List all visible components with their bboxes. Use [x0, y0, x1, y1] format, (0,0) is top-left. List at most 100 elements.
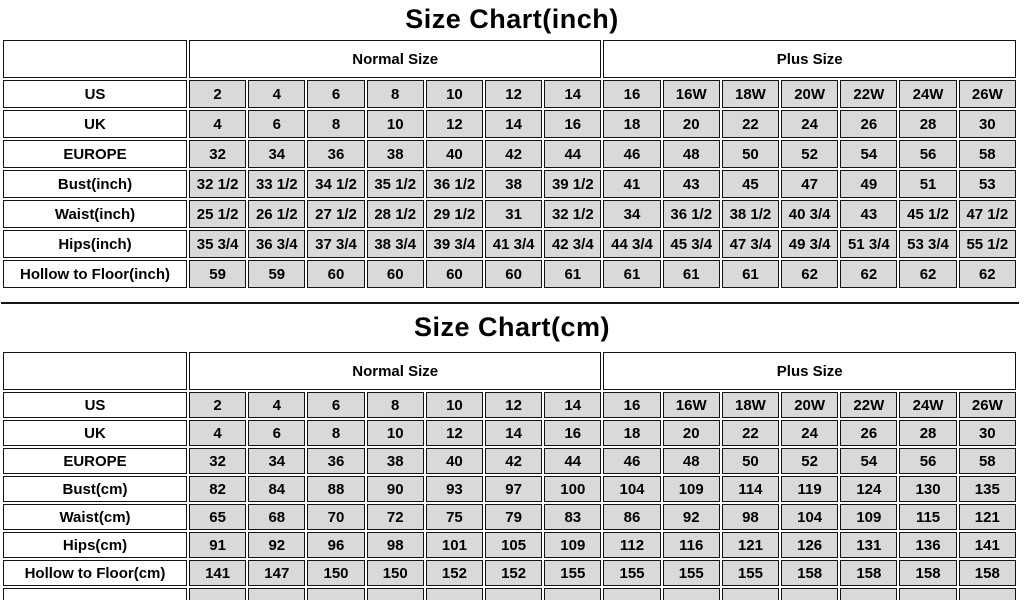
- size-value-cell: 48: [662, 140, 720, 168]
- group-header-normal-size: Normal Size: [189, 40, 602, 78]
- size-value-cell: 38: [366, 448, 424, 474]
- partial-cell: [840, 588, 898, 600]
- size-table-cm: Normal Size Plus Size US 2 4 6 8 10 12 14 16 16W 18W…: [1, 350, 1018, 600]
- row-label-cell: Hips(cm): [3, 532, 187, 558]
- size-value-cell: 8: [366, 80, 424, 108]
- size-value-cell: 20: [662, 110, 720, 138]
- size-value-cell: 6: [248, 420, 306, 446]
- size-value-cell: 135: [958, 476, 1016, 502]
- size-value-cell: 90: [366, 476, 424, 502]
- table-row: Hips(cm) 91 92 96 98 101 105 109 112 116 121 126 131…: [3, 532, 1016, 558]
- size-value-cell: 59: [248, 260, 306, 288]
- partial-cell: [662, 588, 720, 600]
- size-value-cell: 70: [307, 504, 365, 530]
- size-value-cell: 43: [840, 200, 898, 228]
- size-value-cell: 18: [603, 420, 661, 446]
- group-header-normal-size: Normal Size: [189, 352, 602, 390]
- size-value-cell: 53: [958, 170, 1016, 198]
- chart-title-inch: Size Chart(inch): [405, 4, 619, 34]
- size-value-cell: 28: [899, 110, 957, 138]
- size-value-cell: 16: [544, 110, 602, 138]
- size-value-cell: 109: [840, 504, 898, 530]
- size-value-cell: 16: [603, 80, 661, 108]
- size-value-cell: 54: [840, 140, 898, 168]
- partial-cell: [721, 588, 780, 600]
- row-label-cell: Waist(inch): [3, 200, 187, 228]
- size-value-cell: 27 1/2: [307, 200, 365, 228]
- row-label-cell: US: [3, 80, 187, 108]
- size-value-cell: 24: [781, 110, 839, 138]
- size-value-cell: 22W: [840, 80, 898, 108]
- size-value-cell: 8: [307, 420, 365, 446]
- table-row: US 2 4 6 8 10 12 14 16 16W 18W 20W 22W 24W 26W: [3, 392, 1016, 418]
- size-value-cell: 152: [425, 560, 484, 586]
- size-value-cell: 136: [899, 532, 957, 558]
- size-value-cell: 35 1/2: [366, 170, 424, 198]
- corner-cell: [3, 352, 187, 390]
- size-value-cell: 101: [425, 532, 484, 558]
- size-value-cell: 53 3/4: [899, 230, 957, 258]
- size-value-cell: 35 3/4: [189, 230, 247, 258]
- size-value-cell: 121: [721, 532, 780, 558]
- size-value-cell: 47: [781, 170, 839, 198]
- row-label-cell: Hips(inch): [3, 230, 187, 258]
- table-row: EUROPE 32 34 36 38 40 42 44 46 48 50 52 54 56 58: [3, 140, 1016, 168]
- cm-chart-section: Size Chart(cm) Normal Size Plus Size US 2 4 6…: [0, 304, 1024, 600]
- size-value-cell: 22: [721, 420, 780, 446]
- size-value-cell: 158: [958, 560, 1016, 586]
- size-value-cell: 92: [248, 532, 306, 558]
- size-value-cell: 48: [662, 448, 720, 474]
- size-value-cell: 36 1/2: [662, 200, 720, 228]
- size-value-cell: 130: [899, 476, 957, 502]
- size-value-cell: 58: [958, 140, 1016, 168]
- size-value-cell: 150: [307, 560, 365, 586]
- size-value-cell: 4: [248, 392, 306, 418]
- size-value-cell: 51: [899, 170, 957, 198]
- size-value-cell: 16W: [662, 392, 720, 418]
- size-value-cell: 86: [603, 504, 661, 530]
- size-value-cell: 2: [189, 392, 247, 418]
- size-value-cell: 104: [781, 504, 839, 530]
- partial-label-cell: [3, 588, 187, 600]
- size-value-cell: 55 1/2: [958, 230, 1016, 258]
- row-label-cell: Bust(cm): [3, 476, 187, 502]
- group-header-plus-size: Plus Size: [603, 40, 1016, 78]
- row-label-cell: Hollow to Floor(inch): [3, 260, 187, 288]
- size-value-cell: 42: [485, 448, 543, 474]
- size-value-cell: 36 3/4: [248, 230, 306, 258]
- size-value-cell: 60: [485, 260, 543, 288]
- size-value-cell: 98: [366, 532, 424, 558]
- size-value-cell: 32: [189, 448, 247, 474]
- table-row: Waist(inch) 25 1/2 26 1/2 27 1/2 28 1/2 29 1/…: [3, 200, 1016, 228]
- size-value-cell: 105: [485, 532, 543, 558]
- size-value-cell: 22: [721, 110, 780, 138]
- size-value-cell: 155: [544, 560, 602, 586]
- size-value-cell: 141: [958, 532, 1016, 558]
- size-value-cell: 52: [781, 140, 839, 168]
- size-value-cell: 18W: [721, 392, 780, 418]
- size-value-cell: 131: [840, 532, 898, 558]
- size-value-cell: 45 1/2: [899, 200, 957, 228]
- size-value-cell: 36 1/2: [425, 170, 484, 198]
- size-value-cell: 25 1/2: [189, 200, 247, 228]
- chart-title-cm: Size Chart(cm): [413, 312, 611, 342]
- size-value-cell: 32: [189, 140, 247, 168]
- size-value-cell: 61: [721, 260, 780, 288]
- size-table-inch: Normal Size Plus Size US 2 4 6 8 10 12 14 16 16W 18W…: [1, 38, 1018, 290]
- size-value-cell: 104: [603, 476, 661, 502]
- size-value-cell: 158: [899, 560, 957, 586]
- size-value-cell: 51 3/4: [840, 230, 898, 258]
- table-row: EUROPE 32 34 36 38 40 42 44 46 48 50 52 54 56 58: [3, 448, 1016, 474]
- size-value-cell: 46: [603, 140, 661, 168]
- size-value-cell: 54: [840, 448, 898, 474]
- size-value-cell: 20: [662, 420, 720, 446]
- size-value-cell: 40: [425, 140, 484, 168]
- size-value-cell: 60: [366, 260, 424, 288]
- size-value-cell: 60: [425, 260, 484, 288]
- size-value-cell: 52: [781, 448, 839, 474]
- size-value-cell: 42 3/4: [544, 230, 602, 258]
- size-value-cell: 40 3/4: [781, 200, 839, 228]
- size-value-cell: 41: [603, 170, 661, 198]
- size-value-cell: 72: [366, 504, 424, 530]
- size-value-cell: 155: [603, 560, 661, 586]
